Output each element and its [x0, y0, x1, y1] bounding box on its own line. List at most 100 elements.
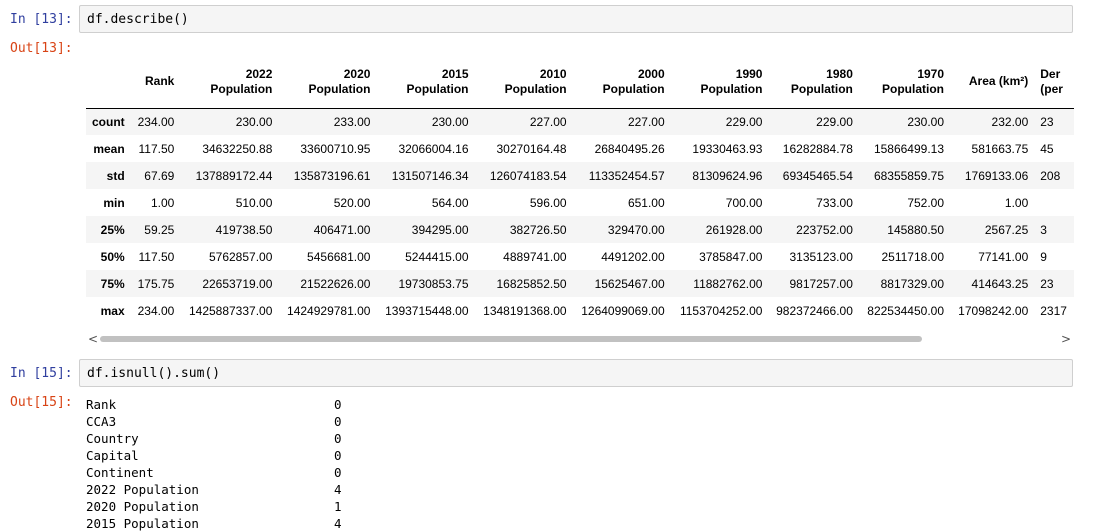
describe-output: Rank 2022 Population 2020 Population 2015 Popu…	[86, 56, 1074, 328]
column-header-text: Population	[210, 81, 273, 96]
table-cell: 822534450.00	[867, 303, 945, 318]
table-cell: 9	[1040, 249, 1047, 264]
column-header-text: Area (km²)	[968, 74, 1029, 89]
table-cell: 23	[1040, 114, 1054, 129]
table-cell: 16282884.78	[782, 141, 853, 156]
code-cell-13[interactable]: df.describe()	[79, 5, 1073, 33]
input-prompt-13: In [13]:	[10, 12, 73, 27]
code-text: df.isnull().sum()	[87, 366, 221, 381]
table-row: 75% 175.75 22653719.00 21522626.00 19730853.…	[86, 270, 1074, 297]
scroll-left-icon[interactable]: <	[88, 332, 99, 346]
row-label: 75%	[100, 276, 125, 291]
column-header-text: Population	[882, 81, 945, 96]
table-cell: 1393715448.00	[385, 303, 469, 318]
scrollbar-thumb[interactable]	[100, 336, 922, 342]
column-header-text: Population	[504, 81, 567, 96]
table-cell: 982372466.00	[776, 303, 853, 318]
table-cell: 1.00	[150, 195, 175, 210]
table-cell: 733.00	[816, 195, 853, 210]
table-cell: 81309624.96	[692, 168, 763, 183]
list-item: Rank 0	[86, 396, 342, 413]
table-cell: 1264099069.00	[581, 303, 665, 318]
column-header-text: 1980	[826, 66, 853, 81]
table-cell: 1769133.06	[964, 168, 1029, 183]
table-cell: 233.00	[333, 114, 371, 129]
table-cell: 229.00	[816, 114, 853, 129]
list-item: CCA3 0	[86, 413, 342, 430]
table-cell: 15625467.00	[594, 276, 665, 291]
series-value: 0	[334, 448, 342, 463]
scroll-right-icon[interactable]: >	[1061, 332, 1072, 346]
table-cell: 45	[1040, 141, 1054, 156]
table-cell: 651.00	[627, 195, 665, 210]
table-cell: 510.00	[235, 195, 273, 210]
table-cell: 261928.00	[705, 222, 763, 237]
row-label: 25%	[100, 222, 125, 237]
table-cell: 8817329.00	[880, 276, 945, 291]
row-label: min	[103, 195, 125, 210]
table-cell: 145880.50	[887, 222, 945, 237]
horizontal-scrollbar[interactable]: < >	[86, 332, 1074, 346]
table-row: 50% 117.50 5762857.00 5456681.00 5244415.00 4…	[86, 243, 1074, 270]
column-header: 1990 Population	[671, 56, 769, 108]
list-item: 2022 Population 4	[86, 481, 342, 498]
series-value: 1	[334, 499, 342, 514]
table-cell: 34632250.88	[202, 141, 273, 156]
output-prompt-13: Out[13]:	[10, 41, 73, 56]
table-cell: 3785847.00	[699, 249, 763, 264]
column-header: 2010 Population	[475, 56, 573, 108]
table-cell: 137889172.44	[195, 168, 273, 183]
table-cell: 1424929781.00	[287, 303, 371, 318]
table-cell: 19330463.93	[692, 141, 763, 156]
table-cell: 126074183.54	[489, 168, 567, 183]
table-row: count 234.00 230.00 233.00 230.00 227.00 227.0…	[86, 108, 1074, 135]
table-cell: 135873196.61	[293, 168, 371, 183]
series-label: 2020 Population	[86, 499, 199, 514]
table-cell: 208	[1040, 168, 1061, 183]
column-header-text: Population	[406, 81, 469, 96]
series-label: Rank	[86, 397, 117, 412]
column-header-text: 2000	[637, 66, 665, 81]
list-item: 2020 Population 1	[86, 498, 342, 515]
input-prompt-15: In [15]:	[10, 366, 73, 381]
output-prompt-15: Out[15]:	[10, 395, 73, 410]
table-cell: 77141.00	[978, 249, 1029, 264]
series-label: Capital	[86, 448, 139, 463]
table-cell: 59.25	[144, 222, 175, 237]
column-header-text: (per	[1040, 81, 1063, 96]
table-cell: 3135123.00	[789, 249, 853, 264]
table-cell: 23	[1040, 276, 1054, 291]
column-header: Area (km²)	[950, 56, 1034, 108]
table-cell: 752.00	[907, 195, 945, 210]
list-item: Continent 0	[86, 464, 342, 481]
table-cell: 32066004.16	[398, 141, 469, 156]
table-cell: 2317	[1040, 303, 1067, 318]
table-cell: 15866499.13	[873, 141, 945, 156]
series-value: 0	[334, 397, 342, 412]
series-label: Continent	[86, 465, 154, 480]
column-header-text: 1970	[917, 66, 945, 81]
table-cell: 581663.75	[971, 141, 1029, 156]
table-cell: 596.00	[529, 195, 567, 210]
table-cell: 564.00	[431, 195, 469, 210]
table-cell: 21522626.00	[300, 276, 371, 291]
table-cell: 67.69	[144, 168, 175, 183]
table-cell: 2511718.00	[881, 249, 945, 264]
column-header: 2022 Population	[180, 56, 278, 108]
table-cell: 227.00	[529, 114, 567, 129]
table-cell: 2567.25	[984, 222, 1029, 237]
table-cell: 16825852.50	[496, 276, 567, 291]
column-header-text: 1990	[735, 66, 763, 81]
table-cell: 234.00	[137, 303, 175, 318]
series-value: 0	[334, 431, 342, 446]
table-body: count 234.00 230.00 233.00 230.00 227.00 227.0…	[86, 108, 1074, 324]
table-cell: 4889741.00	[503, 249, 567, 264]
column-header-text: Population	[790, 81, 853, 96]
table-cell: 68355859.75	[873, 168, 945, 183]
table-cell: 1348191368.00	[483, 303, 567, 318]
table-cell: 520.00	[333, 195, 371, 210]
series-value: 4	[334, 482, 342, 497]
column-header-text: Population	[700, 81, 763, 96]
code-cell-15[interactable]: df.isnull().sum()	[79, 359, 1073, 387]
isnull-output: Rank 0 CCA3 0 Country 0 Capital 0 Continent 0 2022…	[86, 396, 342, 532]
